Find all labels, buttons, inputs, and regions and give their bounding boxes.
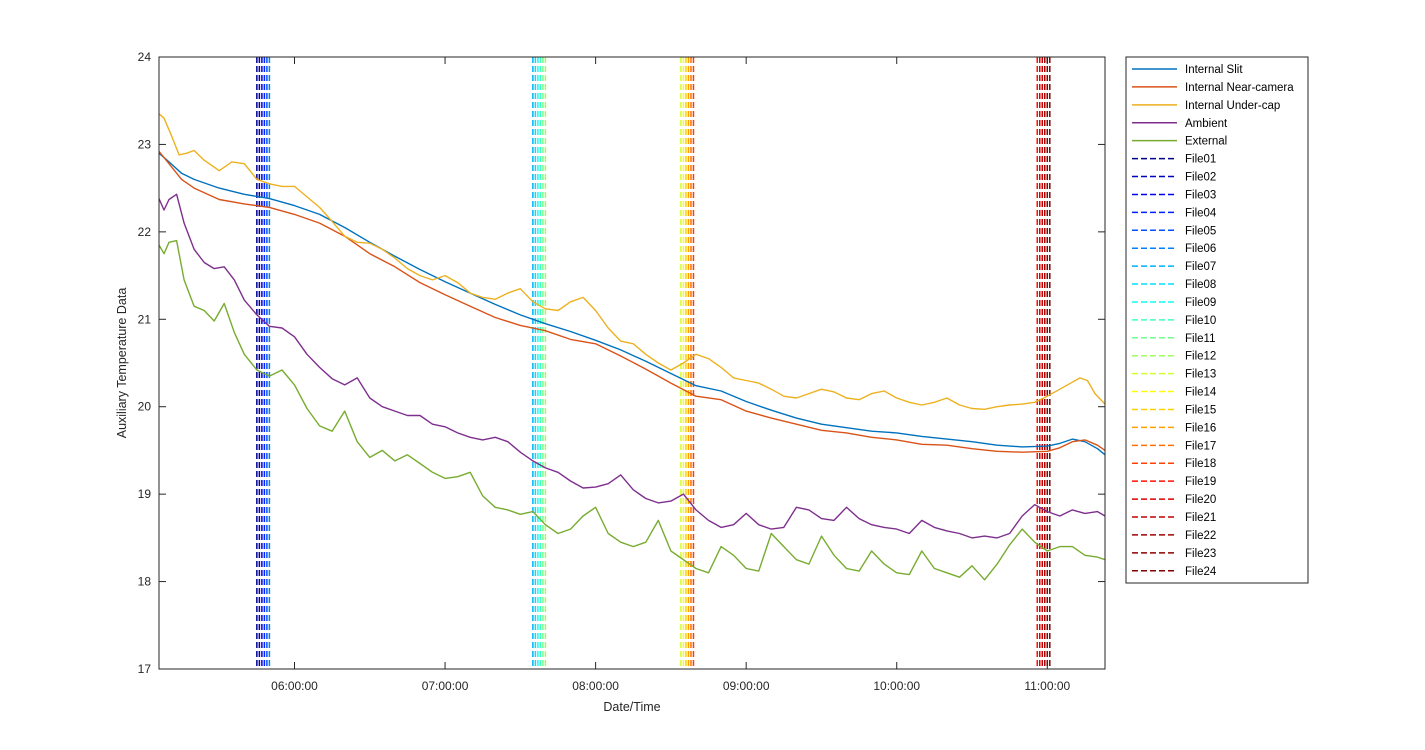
legend-label: File02 — [1185, 172, 1216, 184]
legend-label: File15 — [1185, 404, 1216, 416]
series-external — [158, 239, 1106, 581]
x-tick-label: 06:00:00 — [271, 679, 318, 693]
legend-label: File01 — [1185, 154, 1216, 166]
y-tick-label: 17 — [138, 662, 152, 676]
x-tick-label: 09:00:00 — [723, 679, 770, 693]
legend-label: File03 — [1185, 189, 1216, 201]
series-lines — [158, 113, 1106, 581]
legend-label: Internal Near-camera — [1185, 82, 1294, 94]
legend-label: External — [1185, 136, 1227, 148]
y-tick-label: 18 — [138, 575, 152, 589]
x-tick-label: 07:00:00 — [422, 679, 469, 693]
y-axis-label: Auxiliary Temperature Data — [115, 288, 129, 439]
legend-label: Internal Slit — [1185, 64, 1243, 76]
x-axis-label: Date/Time — [603, 700, 660, 714]
plot-area — [159, 57, 1105, 669]
legend-label: File21 — [1185, 512, 1216, 524]
legend-label: File07 — [1185, 261, 1216, 273]
legend-label: Internal Under-cap — [1185, 100, 1280, 112]
y-tick-label: 23 — [138, 137, 152, 151]
legend-label: File04 — [1185, 207, 1217, 219]
legend-label: Ambient — [1185, 118, 1228, 130]
x-tick-label: 11:00:00 — [1024, 679, 1070, 693]
legend-label: File22 — [1185, 530, 1216, 542]
series-ambient — [158, 193, 1106, 539]
legend-label: File10 — [1185, 315, 1216, 327]
legend-label: File06 — [1185, 243, 1216, 255]
y-tick-label: 24 — [138, 50, 152, 64]
legend-label: File05 — [1185, 225, 1216, 237]
legend-label: File13 — [1185, 369, 1216, 381]
y-axis: 17 18 19 20 21 22 23 24 — [138, 50, 1105, 676]
series-internal-under-cap — [158, 113, 1106, 410]
legend-label: File24 — [1185, 566, 1217, 578]
legend-label: File09 — [1185, 297, 1216, 309]
y-tick-label: 21 — [138, 312, 152, 326]
x-tick-label: 08:00:00 — [572, 679, 619, 693]
series-internal-slit — [158, 152, 1106, 456]
legend-label: File08 — [1185, 279, 1216, 291]
legend-label: File18 — [1185, 458, 1216, 470]
legend-label: File19 — [1185, 476, 1216, 488]
y-tick-label: 20 — [138, 400, 152, 414]
legend-label: File17 — [1185, 440, 1216, 452]
legend-label: File14 — [1185, 387, 1217, 399]
axes-box — [158, 56, 1106, 670]
x-axis: 06:00:00 07:00:00 08:00:00 09:00:00 10:00:00… — [271, 57, 1071, 693]
y-tick-label: 22 — [138, 225, 152, 239]
y-tick-label: 19 — [138, 487, 152, 501]
series-internal-near-camera — [158, 150, 1106, 453]
legend-label: File23 — [1185, 548, 1216, 560]
legend-label: File16 — [1185, 422, 1216, 434]
legend: Internal Slit Internal Near-camera Interna… — [1125, 56, 1309, 584]
legend-label: File11 — [1185, 333, 1215, 345]
x-tick-label: 10:00:00 — [873, 679, 920, 693]
legend-box — [1125, 56, 1309, 584]
legend-label: File12 — [1185, 351, 1216, 363]
legend-label: File20 — [1185, 494, 1216, 506]
